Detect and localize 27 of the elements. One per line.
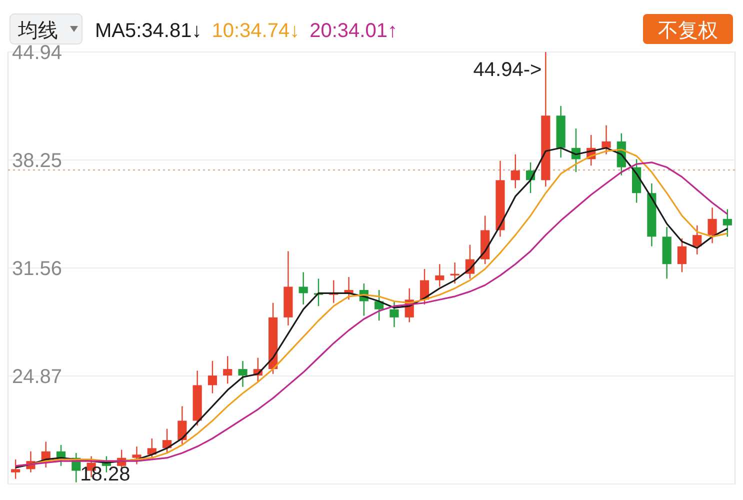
candlestick xyxy=(390,300,399,328)
candlestick xyxy=(602,124,611,155)
text: 10:34.74↓ xyxy=(212,20,300,42)
candlestick xyxy=(178,406,187,446)
y-tick-label: 31.56 xyxy=(12,258,62,280)
candlestick xyxy=(722,208,732,238)
candlestick xyxy=(132,446,142,465)
candlestick xyxy=(708,207,717,244)
candlestick xyxy=(435,264,444,288)
annotation: 44.94-> xyxy=(473,59,542,81)
candlestick xyxy=(677,238,687,273)
candlestick xyxy=(223,356,232,384)
text: 20:34.01↑ xyxy=(310,20,398,42)
y-tick-label: 44.94 xyxy=(12,42,62,64)
text: 均线 xyxy=(17,20,58,42)
y-tick-label: 38.25 xyxy=(12,150,62,172)
candlestick xyxy=(692,224,702,256)
text: 不复权 xyxy=(658,20,718,42)
candlestick xyxy=(510,154,520,189)
annotation: 18.28 xyxy=(80,463,130,486)
candlestick xyxy=(298,272,308,306)
y-tick-label: 24.87 xyxy=(12,366,62,388)
candlestick xyxy=(450,262,460,284)
candlestick xyxy=(11,458,20,480)
candlestick xyxy=(208,360,218,394)
candlestick xyxy=(238,360,248,388)
text: MA5:34.81↓ xyxy=(95,20,202,42)
